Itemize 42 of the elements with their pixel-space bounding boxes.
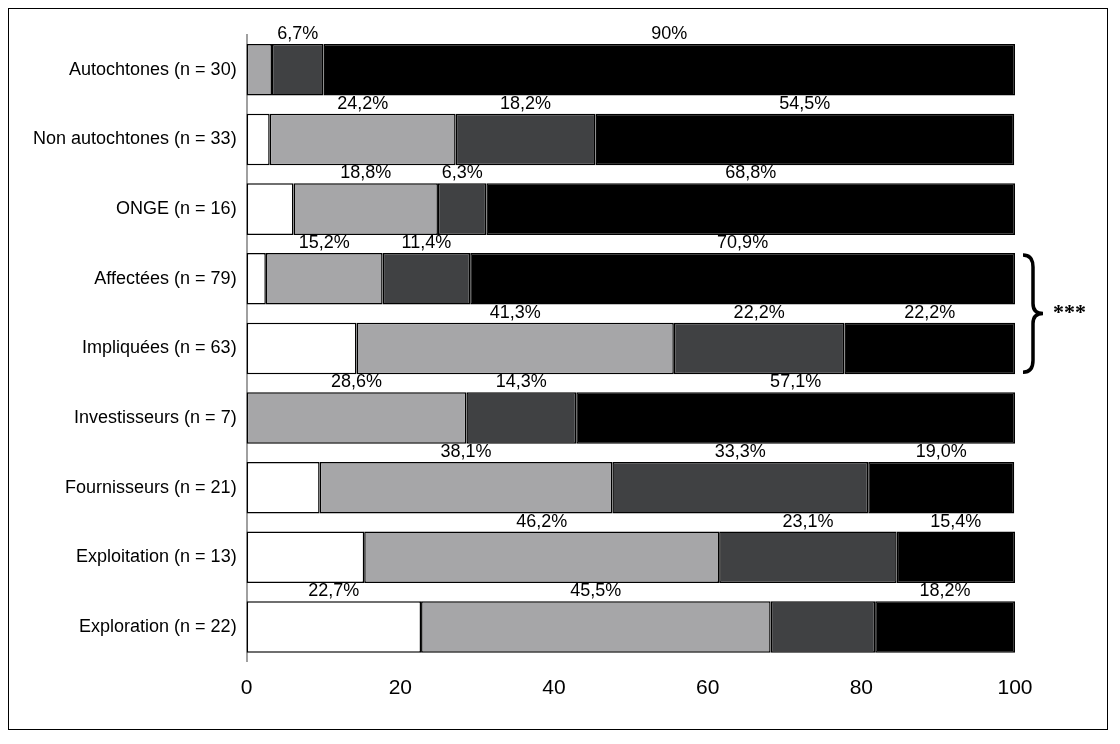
y-tick-label: Investisseurs (n = 7) bbox=[74, 407, 237, 428]
data-label: 90% bbox=[651, 23, 688, 44]
x-tick-label: 80 bbox=[849, 675, 874, 699]
x-tick-label: 20 bbox=[388, 675, 412, 699]
y-tick-label: Fournisseurs (n = 21) bbox=[65, 476, 237, 497]
y-tick-label: Affectées (n = 79) bbox=[94, 267, 237, 288]
data-label: 68,8% bbox=[725, 162, 777, 183]
data-label: 23,1% bbox=[782, 510, 834, 531]
data-label: 19,0% bbox=[915, 440, 967, 461]
data-label: 18,8% bbox=[340, 162, 392, 183]
data-label: 38,1% bbox=[440, 440, 492, 461]
data-label: 41,3% bbox=[489, 301, 541, 322]
y-tick-label: Non autochtones (n = 33) bbox=[32, 128, 237, 149]
data-label: 18,2% bbox=[500, 92, 552, 113]
x-tick-label: 100 bbox=[997, 675, 1033, 699]
data-label: 6,3% bbox=[441, 162, 483, 183]
text: *** bbox=[1053, 299, 1086, 325]
x-tick-label: 60 bbox=[695, 675, 720, 699]
data-label: 57,1% bbox=[770, 371, 822, 392]
data-label: 45,5% bbox=[570, 580, 622, 601]
data-label: 15,2% bbox=[298, 231, 350, 252]
y-tick-label: Impliquées (n = 63) bbox=[82, 337, 237, 358]
data-label: 54,5% bbox=[779, 92, 831, 113]
y-tick-label: Autochtones (n = 30) bbox=[69, 58, 237, 79]
data-label: 14,3% bbox=[495, 371, 547, 392]
data-label: 46,2% bbox=[516, 510, 568, 531]
x-tick-label: 40 bbox=[542, 675, 566, 699]
y-tick-label: Exploration (n = 22) bbox=[79, 615, 237, 636]
data-label: 22,2% bbox=[733, 301, 785, 322]
data-label: 18,2% bbox=[919, 580, 971, 601]
data-label: 28,6% bbox=[330, 371, 383, 392]
data-label: 11,4% bbox=[401, 231, 452, 252]
data-label: 22,2% bbox=[904, 301, 956, 322]
y-tick-label: ONGE (n = 16) bbox=[116, 198, 237, 219]
data-label: 70,9% bbox=[717, 231, 769, 252]
data-label: 15,4% bbox=[930, 510, 982, 531]
data-label: 24,2% bbox=[337, 92, 389, 113]
data-label: 33,3% bbox=[714, 440, 766, 461]
y-tick-label: Exploitation (n = 13) bbox=[76, 546, 237, 567]
x-tick-label: 0 bbox=[240, 675, 253, 699]
data-label: 22,7% bbox=[308, 580, 360, 601]
data-label: 6,7% bbox=[277, 23, 319, 44]
